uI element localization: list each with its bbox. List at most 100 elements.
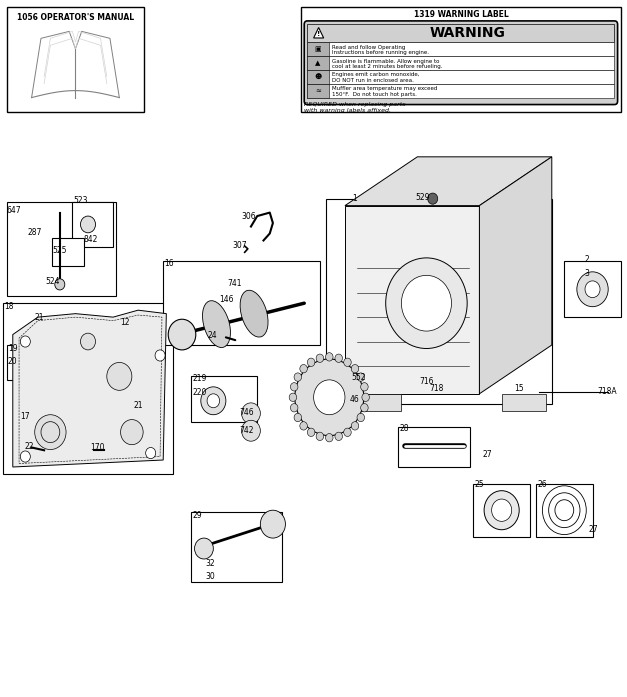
Circle shape — [107, 362, 132, 390]
Bar — [301, 7, 621, 112]
Circle shape — [120, 420, 143, 445]
Circle shape — [289, 393, 297, 401]
Circle shape — [260, 510, 285, 538]
Bar — [502, 394, 545, 411]
Text: 29: 29 — [192, 512, 203, 520]
Polygon shape — [75, 31, 119, 98]
Text: 22: 22 — [24, 442, 34, 450]
Text: !: ! — [317, 31, 320, 37]
Bar — [536, 484, 593, 537]
Polygon shape — [345, 206, 480, 394]
Text: 170: 170 — [90, 443, 104, 452]
Bar — [564, 261, 621, 317]
Text: 27: 27 — [483, 450, 492, 459]
Circle shape — [361, 383, 368, 391]
Text: 306: 306 — [241, 212, 256, 220]
Text: 18: 18 — [4, 302, 14, 311]
Circle shape — [585, 281, 600, 298]
Circle shape — [290, 404, 298, 412]
Bar — [326, 199, 552, 404]
Circle shape — [344, 358, 351, 367]
Text: 647: 647 — [6, 206, 21, 215]
Circle shape — [295, 359, 364, 436]
Circle shape — [201, 387, 226, 415]
Bar — [52, 238, 83, 266]
Circle shape — [362, 393, 369, 401]
Circle shape — [351, 365, 359, 373]
Circle shape — [300, 422, 307, 430]
Bar — [307, 70, 614, 84]
Text: 718: 718 — [429, 385, 444, 393]
Circle shape — [145, 447, 155, 459]
Circle shape — [294, 413, 302, 422]
Text: 30: 30 — [205, 572, 215, 581]
Text: Gasoline is flammable. Allow engine to
cool at least 2 minutes before refueling.: Gasoline is flammable. Allow engine to c… — [332, 59, 443, 69]
Circle shape — [357, 413, 364, 422]
Text: REQUIRED when replacing parts
with warning labels affixed.: REQUIRED when replacing parts with warni… — [304, 102, 406, 113]
Text: 529: 529 — [415, 193, 429, 201]
FancyBboxPatch shape — [304, 21, 618, 105]
Bar — [473, 484, 530, 537]
Circle shape — [325, 353, 333, 361]
Text: 2: 2 — [584, 256, 589, 264]
Text: 28: 28 — [399, 424, 409, 433]
Text: 19: 19 — [8, 344, 18, 353]
Polygon shape — [345, 157, 552, 206]
Circle shape — [241, 403, 260, 424]
Text: 25: 25 — [475, 480, 484, 489]
Circle shape — [316, 354, 324, 362]
Text: Engines emit carbon monoxide,
DO NOT run in enclosed area.: Engines emit carbon monoxide, DO NOT run… — [332, 72, 420, 83]
Circle shape — [168, 319, 196, 350]
Circle shape — [207, 394, 219, 408]
Circle shape — [80, 216, 95, 233]
Text: 21: 21 — [34, 313, 45, 321]
Bar — [307, 70, 329, 84]
Text: 32: 32 — [205, 559, 215, 567]
Circle shape — [41, 422, 60, 443]
Bar — [307, 56, 614, 70]
Bar — [307, 24, 614, 42]
Circle shape — [314, 380, 345, 415]
Text: 26: 26 — [537, 480, 547, 489]
Text: 524: 524 — [45, 277, 60, 286]
Text: 1: 1 — [352, 194, 357, 203]
Text: ▲: ▲ — [315, 60, 320, 66]
Circle shape — [316, 432, 324, 441]
Text: 718A: 718A — [597, 388, 616, 396]
Circle shape — [325, 434, 333, 442]
Text: 307: 307 — [232, 241, 247, 250]
Polygon shape — [31, 31, 75, 98]
Circle shape — [335, 432, 342, 441]
Polygon shape — [314, 27, 324, 38]
Polygon shape — [13, 310, 166, 467]
Text: 523: 523 — [73, 197, 87, 205]
Text: 287: 287 — [27, 229, 41, 237]
Circle shape — [307, 358, 315, 367]
Text: 46: 46 — [349, 395, 359, 404]
Text: 552: 552 — [351, 374, 366, 382]
Circle shape — [155, 350, 165, 361]
Text: 742: 742 — [240, 427, 254, 435]
Circle shape — [577, 272, 608, 307]
Bar — [163, 261, 320, 345]
Circle shape — [357, 373, 364, 381]
Text: 220: 220 — [192, 388, 207, 397]
Bar — [191, 376, 257, 422]
Circle shape — [20, 451, 30, 462]
Text: ▣: ▣ — [315, 46, 321, 52]
Text: ☻: ☻ — [314, 74, 322, 79]
Text: WARNING: WARNING — [429, 26, 505, 40]
Bar — [307, 42, 329, 56]
Text: 716: 716 — [419, 377, 433, 385]
Circle shape — [335, 354, 342, 362]
Bar — [6, 7, 144, 112]
Text: Read and follow Operating
Instructions before running engine.: Read and follow Operating Instructions b… — [332, 45, 429, 55]
Text: 1056 OPERATOR'S MANUAL: 1056 OPERATOR'S MANUAL — [17, 13, 134, 22]
Circle shape — [294, 373, 302, 381]
Text: 12: 12 — [120, 318, 130, 326]
Bar — [72, 202, 113, 247]
Text: 746: 746 — [240, 408, 255, 417]
Bar — [307, 84, 614, 98]
Bar — [6, 202, 116, 296]
Circle shape — [351, 422, 359, 430]
